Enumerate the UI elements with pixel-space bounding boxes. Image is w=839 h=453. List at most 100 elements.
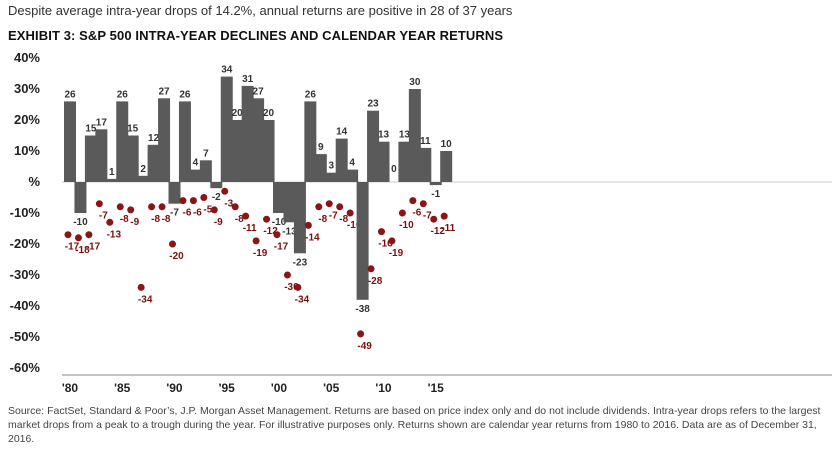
- return-bar: [314, 154, 327, 182]
- bar-value-label: 20: [263, 108, 275, 119]
- y-tick-label: -50%: [10, 329, 41, 344]
- y-tick-label: -20%: [10, 236, 41, 251]
- bar-value-label: 23: [367, 99, 379, 110]
- bar-value-label: 26: [305, 89, 317, 100]
- x-tick-label: '95: [219, 381, 236, 395]
- decline-value-label: -6: [412, 208, 421, 219]
- decline-dot: [273, 231, 281, 239]
- decline-value-label: -13: [107, 229, 122, 240]
- decline-value-label: -20: [169, 251, 184, 262]
- return-bar: [84, 135, 97, 182]
- decline-value-label: -8: [151, 214, 160, 225]
- decline-dot: [242, 212, 250, 220]
- decline-value-label: -8: [339, 214, 348, 225]
- return-bar: [304, 101, 317, 182]
- y-tick-label: %: [28, 174, 40, 189]
- bar-value-label: 26: [64, 89, 76, 100]
- decline-dot: [148, 203, 156, 211]
- decline-dot: [315, 203, 323, 211]
- bar-value-label: -38: [355, 304, 370, 315]
- y-tick-label: -60%: [10, 360, 41, 375]
- x-tick-label: '15: [428, 381, 445, 395]
- bar-value-label: 13: [378, 130, 390, 141]
- bar-value-label: 1: [109, 167, 115, 178]
- x-tick-label: '80: [62, 381, 79, 395]
- decline-value-label: -8: [235, 214, 244, 225]
- decline-value-label: -9: [214, 217, 223, 228]
- decline-value-label: -17: [65, 242, 80, 253]
- return-bar: [440, 151, 453, 182]
- decline-dot: [200, 194, 208, 201]
- bar-value-label: 12: [148, 133, 160, 144]
- decline-value-label: -30: [284, 282, 299, 293]
- x-tick-label: '00: [271, 381, 288, 395]
- decline-dot: [440, 212, 448, 220]
- return-bar: [273, 182, 285, 213]
- x-tick-label: '90: [166, 381, 183, 395]
- bar-value-label: 11: [420, 136, 431, 147]
- decline-value-label: -6: [182, 208, 191, 219]
- decline-dot: [294, 283, 302, 291]
- x-tick-label: '10: [375, 381, 392, 395]
- decline-value-label: -11: [243, 223, 257, 234]
- decline-value-label: -8: [120, 214, 129, 225]
- decline-dot: [346, 209, 354, 217]
- bar-value-label: 2: [140, 164, 146, 175]
- x-tick-label: '05: [323, 381, 340, 395]
- return-bar: [283, 182, 296, 223]
- bar-value-label: 31: [242, 74, 254, 85]
- decline-value-label: -28: [368, 276, 383, 287]
- decline-dot: [95, 200, 103, 208]
- return-bar: [137, 175, 150, 182]
- return-bar: [220, 76, 233, 182]
- chart-title: EXHIBIT 3: S&P 500 INTRA-YEAR DECLINES A…: [8, 28, 504, 43]
- decline-value-label: -9: [130, 217, 139, 228]
- decline-dot: [252, 237, 260, 245]
- return-bar: [210, 182, 223, 189]
- return-bar: [231, 120, 244, 182]
- y-tick-label: -40%: [10, 298, 41, 313]
- decline-value-label: -8: [318, 214, 327, 225]
- decline-value-label: -49: [357, 341, 372, 352]
- return-bar: [241, 85, 254, 182]
- return-bar: [95, 129, 108, 182]
- return-bar: [74, 182, 87, 213]
- decline-dot: [263, 215, 271, 223]
- bar-value-label: 4: [193, 158, 199, 169]
- return-bar: [398, 141, 411, 182]
- decline-value-label: -19: [389, 248, 404, 259]
- decline-dot: [116, 203, 124, 211]
- bar-value-label: -7: [170, 208, 179, 219]
- return-bar: [408, 89, 421, 182]
- decline-value-label: -6: [193, 208, 202, 219]
- decline-dot: [357, 330, 365, 338]
- bar-value-label: 34: [221, 65, 233, 76]
- bar-value-label: -13: [282, 226, 297, 237]
- decline-value-label: -3: [224, 198, 233, 209]
- y-tick-label: 40%: [14, 50, 40, 65]
- bar-value-label: -10: [73, 217, 88, 228]
- y-tick-label: -30%: [10, 267, 41, 282]
- bar-value-label: 15: [85, 124, 97, 135]
- return-bar: [189, 169, 202, 182]
- return-bar: [168, 182, 181, 204]
- decline-dot: [231, 203, 239, 211]
- bar-value-label: 4: [349, 158, 355, 169]
- bar-value-label: 26: [179, 89, 191, 100]
- decline-dot: [378, 228, 385, 236]
- decline-dot: [367, 265, 375, 273]
- return-bar: [335, 138, 348, 182]
- returns-chart: 40% 30% 20% 10%% -10% -20% -30% -40% -50% -60% '80…: [10, 50, 832, 395]
- bar-value-label: 17: [96, 117, 108, 128]
- decline-value-label: -19: [253, 248, 268, 259]
- return-bar: [325, 172, 338, 182]
- bar-value-label: -2: [212, 192, 221, 203]
- return-bar: [346, 169, 359, 182]
- decline-dot: [398, 209, 406, 217]
- bar-value-label: 15: [127, 124, 139, 135]
- decline-dot: [388, 237, 396, 245]
- return-bar: [429, 182, 442, 186]
- bar-value-label: -10: [272, 217, 287, 228]
- decline-dot: [158, 203, 166, 211]
- bar-value-label: 13: [399, 130, 411, 141]
